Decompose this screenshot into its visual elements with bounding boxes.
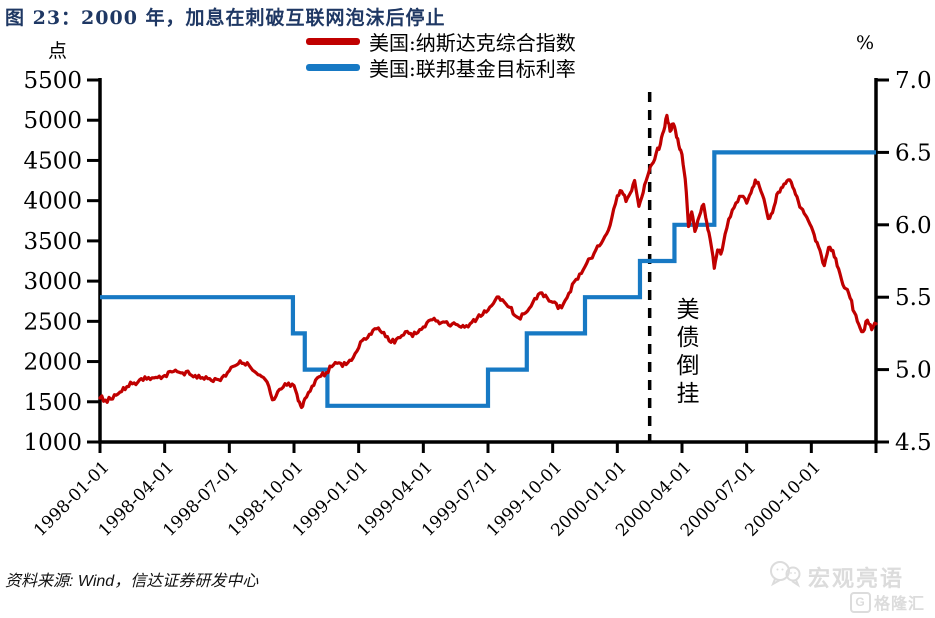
svg-text:4000: 4000 [23, 189, 82, 215]
fedfunds-line-swatch-icon [306, 64, 360, 71]
legend-item-nasdaq: 美国:纳斯达克综合指数 [306, 30, 576, 55]
wechat-watermark-text: 宏观亮语 [808, 566, 905, 592]
svg-text:4.5: 4.5 [895, 430, 932, 456]
legend-label-nasdaq: 美国:纳斯达克综合指数 [369, 31, 576, 55]
legend-item-fedfunds: 美国:联邦基金目标利率 [306, 56, 576, 81]
yield-curve-inversion-annotation: 美债倒挂 [672, 297, 698, 409]
platform-watermark-text: 格隆汇 [874, 594, 926, 613]
chart-canvas: 5500 5000 4500 4000 3500 3000 2500 2000 1500 1000… [23, 68, 932, 541]
legend-label-fedfunds: 美国:联邦基金目标利率 [369, 57, 576, 81]
svg-text:2000: 2000 [23, 350, 82, 376]
glh-logo-icon: G [850, 591, 871, 613]
svg-text:7.0: 7.0 [895, 68, 932, 94]
source-note: 资料来源: Wind，信达证券研发中心 [5, 573, 259, 590]
chat-bubbles-icon [768, 560, 802, 594]
svg-text:5500: 5500 [23, 68, 82, 94]
svg-text:1500: 1500 [23, 390, 82, 416]
figure-title: 图 23：2000 年，加息在刺破互联网泡沫后停止 [5, 7, 446, 29]
svg-text:1000: 1000 [23, 430, 82, 456]
svg-text:4500: 4500 [23, 148, 82, 174]
svg-text:2500: 2500 [23, 309, 82, 335]
svg-text:5000: 5000 [23, 108, 82, 134]
svg-text:6.0: 6.0 [895, 213, 932, 239]
svg-text:5.0: 5.0 [895, 358, 932, 384]
svg-text:3000: 3000 [23, 269, 82, 295]
svg-text:6.5: 6.5 [895, 140, 932, 166]
platform-watermark: G 格隆汇 [850, 590, 925, 614]
svg-text:5.5: 5.5 [895, 285, 932, 311]
wechat-watermark: 宏观亮语 [768, 560, 904, 594]
svg-text:3500: 3500 [23, 229, 82, 255]
left-axis-unit-label: 点 [48, 40, 68, 62]
nasdaq-line-swatch-icon [306, 38, 360, 45]
right-axis-unit-label: % [856, 32, 875, 54]
chart-legend: 美国:纳斯达克综合指数 美国:联邦基金目标利率 [306, 30, 576, 82]
